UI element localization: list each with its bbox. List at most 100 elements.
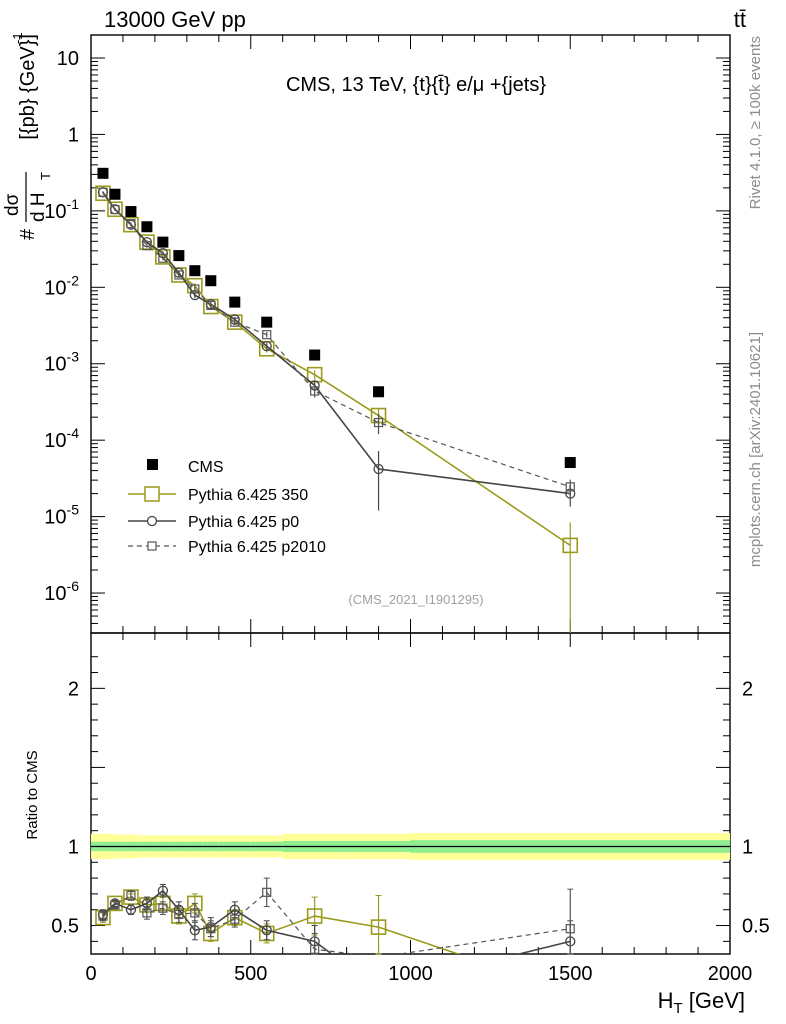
series-point <box>562 537 579 554</box>
x-tick-label: 2000 <box>708 963 753 985</box>
series-line <box>102 191 571 488</box>
side-label-bottom: mcplots.cern.ch [arXiv:2401.10621] <box>747 332 764 567</box>
series-point <box>261 340 272 352</box>
series-point <box>142 241 152 251</box>
ratio-point <box>261 925 272 936</box>
ratio-series-line <box>102 889 571 954</box>
ratio-point <box>189 925 200 936</box>
ratio-point <box>565 924 575 934</box>
y-axis-label-main: [{pb} {GeV}] <box>17 34 39 140</box>
cms-point <box>173 250 185 262</box>
cms-point <box>141 221 153 233</box>
ratio-y-tick-label-left: 2 <box>68 678 79 700</box>
ratio-series-1 <box>97 883 576 955</box>
series-point <box>107 201 123 218</box>
legend-label-cms: CMS <box>188 459 224 476</box>
x-tick-label: 500 <box>234 963 267 985</box>
legend-marker-p2010 <box>147 541 157 551</box>
ratio-series-line <box>102 896 461 954</box>
series-point <box>123 216 139 233</box>
main-y-tick-label: 1 <box>68 124 79 146</box>
legend-marker-p350 <box>144 486 160 502</box>
cms-point <box>229 296 241 308</box>
cms-point <box>157 236 169 248</box>
main-series <box>95 167 579 633</box>
series-point <box>126 219 136 229</box>
main-y-tick-label: 10-1 <box>44 196 79 223</box>
series-point <box>373 417 384 428</box>
ratio-y-tick-label-left: 1 <box>68 836 79 858</box>
ylabel-denominator-sub: T <box>38 172 53 180</box>
ratio-y-tick-label-right: 1 <box>742 836 753 858</box>
ratio-y-tick-label-right: 0.5 <box>742 916 770 938</box>
series-point <box>310 386 320 396</box>
ratio-point <box>206 924 216 934</box>
x-tick-label: 1000 <box>388 963 433 985</box>
ylabel-numerator: dσ <box>2 193 23 216</box>
ratio-point <box>157 885 169 896</box>
cms-point <box>97 167 109 179</box>
ratio-point <box>125 904 137 915</box>
series-point <box>190 284 200 294</box>
ratio-uncertainty-band <box>91 833 730 860</box>
analysis-watermark: (CMS_2021_I1901295) <box>348 592 483 607</box>
ylabel-exp: -1 <box>10 32 25 44</box>
cms-point <box>309 349 321 361</box>
ratio-point <box>190 908 200 918</box>
legend-label-p350: Pythia 6.425 350 <box>188 487 308 504</box>
series-1 <box>97 187 576 511</box>
ratio-point <box>142 908 152 918</box>
ratio-plot-frame <box>90 632 731 955</box>
legend-marker-p0 <box>146 515 158 527</box>
cms-point <box>205 275 217 287</box>
ratio-point <box>98 911 108 921</box>
cms-point <box>109 188 121 200</box>
ratio-point <box>123 889 139 905</box>
cms-point <box>373 386 385 398</box>
cms-data <box>97 167 576 469</box>
series-0 <box>95 185 579 633</box>
ratio-point <box>107 895 123 912</box>
series-line <box>102 191 571 495</box>
main-y-tick-label: 10-6 <box>44 578 79 605</box>
series-2 <box>98 187 575 497</box>
ratio-point <box>110 900 120 910</box>
x-axis-label: HT [GeV] <box>658 988 745 1017</box>
x-tick-label: 0 <box>85 963 96 985</box>
main-y-tick-label: 10 <box>57 48 79 70</box>
ylabel-denominator: d H <box>28 192 49 222</box>
ratio-point <box>262 887 272 897</box>
legend-label-p2010: Pythia 6.425 p2010 <box>188 539 326 556</box>
series-point <box>158 253 168 263</box>
ratio-point <box>174 909 184 920</box>
ratio-point <box>158 903 168 913</box>
cms-point <box>564 457 576 469</box>
cms-point <box>125 206 137 218</box>
ratio-point <box>310 944 320 954</box>
ratio-series-2 <box>98 877 575 955</box>
series-line <box>102 192 571 547</box>
ratio-point <box>230 914 240 924</box>
ratio-y-tick-label-left: 0.5 <box>51 916 79 938</box>
series-point <box>155 249 171 265</box>
series-point <box>565 482 575 492</box>
legend: CMS Pythia 6.425 350 Pythia 6.425 p0 Pyt… <box>128 459 326 556</box>
series-point <box>230 317 240 327</box>
series-point <box>98 187 108 197</box>
ratio-point <box>370 919 387 935</box>
cms-point <box>261 316 273 328</box>
y-axis-label-ratio: Ratio to CMS <box>24 750 41 839</box>
series-point <box>373 463 384 475</box>
legend-marker-cms <box>147 459 158 470</box>
ratio-axis-ticks: 0 500 1000 1500 2000 0.5 0.5 1 1 2 2 <box>51 633 770 985</box>
ylabel-hash: # <box>17 228 39 240</box>
ylabel-units: [{pb} {GeV}] <box>17 34 39 140</box>
ratio-point <box>126 890 136 901</box>
cms-point <box>189 265 201 277</box>
series-point <box>174 270 184 280</box>
legend-label-p0: Pythia 6.425 p0 <box>188 514 299 531</box>
side-label-top: Rivet 4.1.0, ≥ 100k events <box>747 36 764 209</box>
main-y-tick-label: 10-5 <box>44 502 79 529</box>
svg-text:[{pb} {GeV}]: [{pb} {GeV}] <box>17 34 39 140</box>
